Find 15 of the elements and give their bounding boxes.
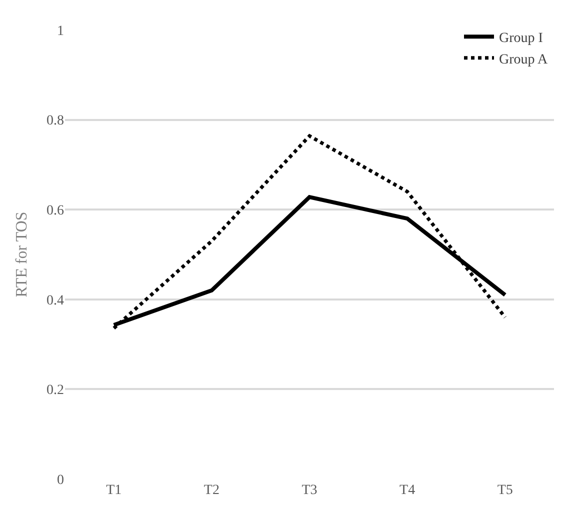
line-series [112,134,507,330]
y-tick-label: 1 [57,24,64,39]
y-tick-label: 0.6 [46,204,64,218]
x-tick-label: T4 [400,483,416,498]
legend-label: Group I [499,31,544,46]
y-axis-title: RTE for TOS [13,212,30,298]
y-tick-label: 0.8 [46,114,64,129]
x-tick-label: T5 [497,483,513,498]
y-tick-label: 0.4 [46,293,64,308]
legend-label: Group A [499,52,548,68]
y-tick-label: 0 [57,472,64,488]
x-tick-label: T2 [204,483,220,498]
x-tick-label: T1 [106,483,122,498]
x-tick-label: T3 [302,483,318,498]
y-tick-label: 0.2 [46,383,64,398]
